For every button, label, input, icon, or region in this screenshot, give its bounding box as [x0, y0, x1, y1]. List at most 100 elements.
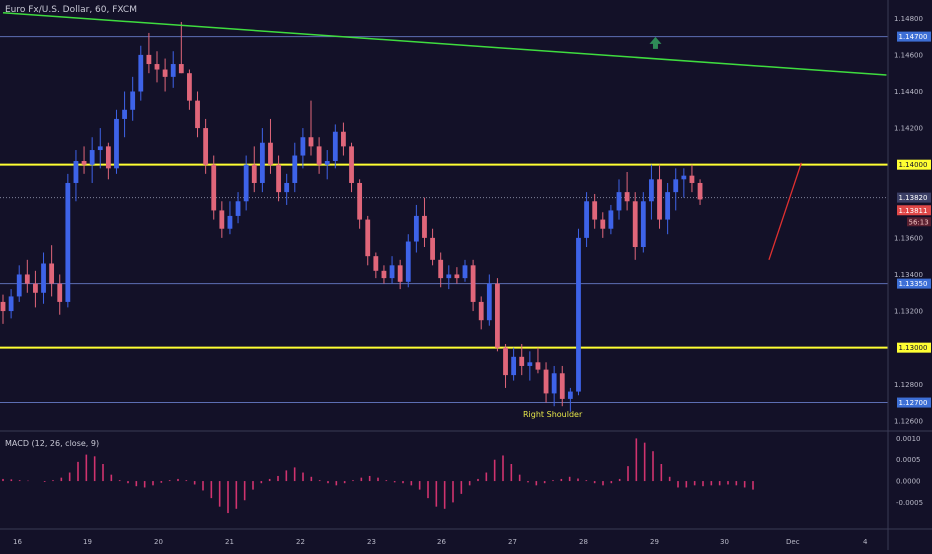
candle-body	[405, 241, 411, 282]
candle-body	[349, 146, 354, 183]
candle-body	[389, 265, 395, 279]
candle-body	[57, 283, 63, 302]
candle-body	[689, 175, 695, 183]
macd-y-tick-label: 0.0000	[896, 478, 921, 486]
candle-body	[105, 146, 111, 169]
candle-body	[365, 219, 371, 257]
x-tick-label: 16	[13, 538, 22, 546]
macd-y-tick-label: -0.0005	[896, 499, 923, 507]
candle-body	[146, 54, 152, 65]
candle-body	[673, 179, 679, 193]
candle-body	[478, 301, 484, 321]
y-tick-label: 1.12800	[894, 381, 923, 389]
candle-body	[341, 131, 346, 147]
candle-body	[381, 270, 387, 279]
annotation-right-shoulder: Right Shoulder	[523, 410, 583, 419]
candle-body	[243, 164, 249, 202]
up-arrow-marker	[649, 36, 662, 49]
candle-body	[41, 263, 46, 293]
candle-body	[332, 131, 338, 162]
candle-body	[65, 182, 71, 302]
candle-body	[373, 256, 379, 271]
candle-body	[454, 274, 460, 279]
candle-body	[462, 265, 468, 279]
x-tick-label: 23	[367, 538, 376, 546]
candle-body	[640, 201, 646, 248]
candle-body	[0, 301, 6, 312]
x-tick-label: 21	[225, 538, 234, 546]
candle-body	[592, 201, 598, 220]
right-axis-bg	[888, 0, 932, 550]
candle-body	[268, 142, 273, 165]
countdown-badge	[907, 217, 931, 227]
candle-body	[600, 219, 606, 229]
chart-title: Euro Fx/U.S. Dollar, 60, FXCM	[5, 5, 137, 15]
candle-body	[73, 161, 79, 183]
candle-body	[211, 164, 217, 211]
current-price-badge	[897, 205, 931, 216]
x-tick-label: 20	[154, 538, 163, 546]
candle-body	[697, 182, 703, 200]
countdown-label: 56:13	[909, 218, 929, 226]
candle-body	[33, 283, 38, 293]
candle-body	[446, 274, 452, 279]
candle-body	[657, 179, 662, 220]
candle-body	[114, 118, 119, 169]
candle-body	[308, 137, 314, 147]
level-badge-label: 1.14700	[899, 33, 928, 41]
candle-body	[535, 362, 541, 370]
candle-body	[138, 54, 144, 92]
candle-body	[316, 146, 322, 165]
candle-body	[89, 150, 95, 165]
candle-body	[486, 283, 492, 321]
level-badge-label: 1.13350	[899, 280, 928, 288]
level-badge-label: 1.12700	[899, 399, 928, 407]
candle-body	[195, 100, 200, 129]
candle-body	[154, 64, 160, 70]
y-tick-label: 1.14200	[894, 125, 923, 133]
candle-body	[292, 155, 298, 183]
y-tick-label: 1.14600	[894, 51, 923, 59]
candle-body	[430, 237, 435, 260]
trendline-rising	[768, 162, 802, 261]
x-tick-label: 28	[579, 538, 588, 546]
candle-body	[24, 274, 30, 284]
candle-body	[8, 296, 14, 312]
candle-body	[511, 356, 517, 376]
candle-body	[227, 215, 233, 229]
candle-body	[219, 210, 225, 229]
candle-body	[357, 182, 363, 220]
candle-body	[413, 215, 419, 242]
candle-body	[49, 263, 55, 284]
candle-body	[665, 192, 671, 220]
y-tick-label: 1.12600	[894, 417, 923, 425]
candle-body	[616, 192, 622, 211]
candle-body	[681, 175, 687, 180]
y-tick-label: 1.14400	[894, 88, 923, 96]
candle-body	[16, 274, 22, 297]
y-tick-label: 1.13600	[894, 234, 923, 242]
level-badge-label: 1.14000	[899, 161, 928, 169]
x-tick-label: 27	[508, 538, 517, 546]
x-tick-label: 19	[83, 538, 92, 546]
candle-body	[235, 201, 241, 216]
level-badge	[897, 342, 931, 353]
candle-body	[178, 64, 184, 74]
candle-body	[187, 73, 192, 101]
candle-body	[470, 265, 476, 302]
candle-body	[438, 259, 444, 279]
candle-body	[551, 373, 557, 394]
candle-body	[632, 201, 638, 248]
candle-body	[122, 109, 127, 119]
candle-body	[527, 362, 533, 366]
macd-title: MACD (12, 26, close, 9)	[5, 439, 100, 448]
candle-body	[567, 391, 573, 399]
candle-body	[624, 192, 630, 202]
x-tick-label: 22	[296, 538, 305, 546]
candle-body	[608, 210, 614, 229]
candle-body	[543, 369, 549, 394]
candle-body	[276, 164, 281, 193]
candle-body	[97, 146, 103, 151]
candle-body	[203, 128, 209, 165]
